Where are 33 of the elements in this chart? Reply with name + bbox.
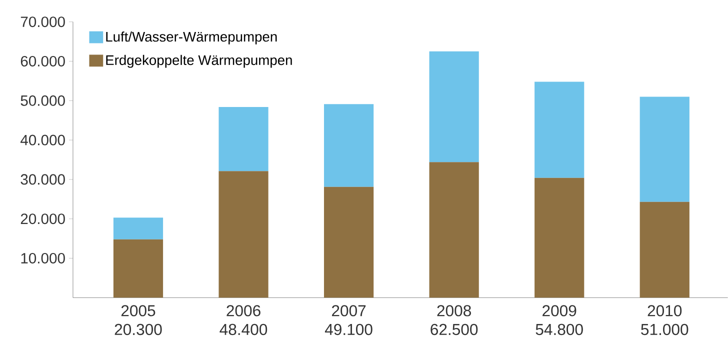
x-tick-label: 2007 [332, 305, 366, 316]
bar [429, 162, 479, 298]
x-tick-label: 2008 [437, 305, 471, 316]
y-tick-label: 40.000 [20, 134, 65, 146]
bar [640, 96, 690, 202]
bar [534, 178, 584, 298]
y-tick-label: 70.000 [20, 16, 65, 28]
bar [640, 202, 690, 298]
y-tick-label: 60.000 [20, 56, 65, 66]
y-tick-label: 30.000 [20, 174, 65, 185]
bar [218, 106, 268, 172]
legend-label: Luft/Wasser-Wärmepumpen [106, 31, 277, 44]
bar [324, 104, 374, 187]
bar [324, 186, 374, 298]
bar [113, 239, 164, 298]
x-tick-label: 2010 [648, 305, 682, 316]
y-tick-label: 10.000 [21, 252, 65, 264]
y-tick-label: 20.000 [20, 214, 65, 224]
bar [429, 51, 479, 162]
total-label: 49.100 [324, 324, 372, 336]
bar [113, 218, 164, 240]
total-label: 62.500 [430, 324, 478, 336]
x-tick-label: 2006 [226, 305, 260, 316]
x-tick-label: 2005 [121, 305, 156, 316]
total-label: 48.400 [220, 324, 268, 336]
total-label: 54.800 [536, 324, 583, 336]
total-label: 51.000 [641, 324, 688, 336]
legend-label: Erdgekoppelte Wärmepumpen [106, 54, 292, 68]
y-tick-label: 50.000 [20, 95, 65, 106]
x-tick-label: 2009 [542, 305, 576, 316]
bar [534, 82, 584, 178]
total-label: 20.300 [114, 324, 162, 336]
bar [218, 171, 268, 298]
